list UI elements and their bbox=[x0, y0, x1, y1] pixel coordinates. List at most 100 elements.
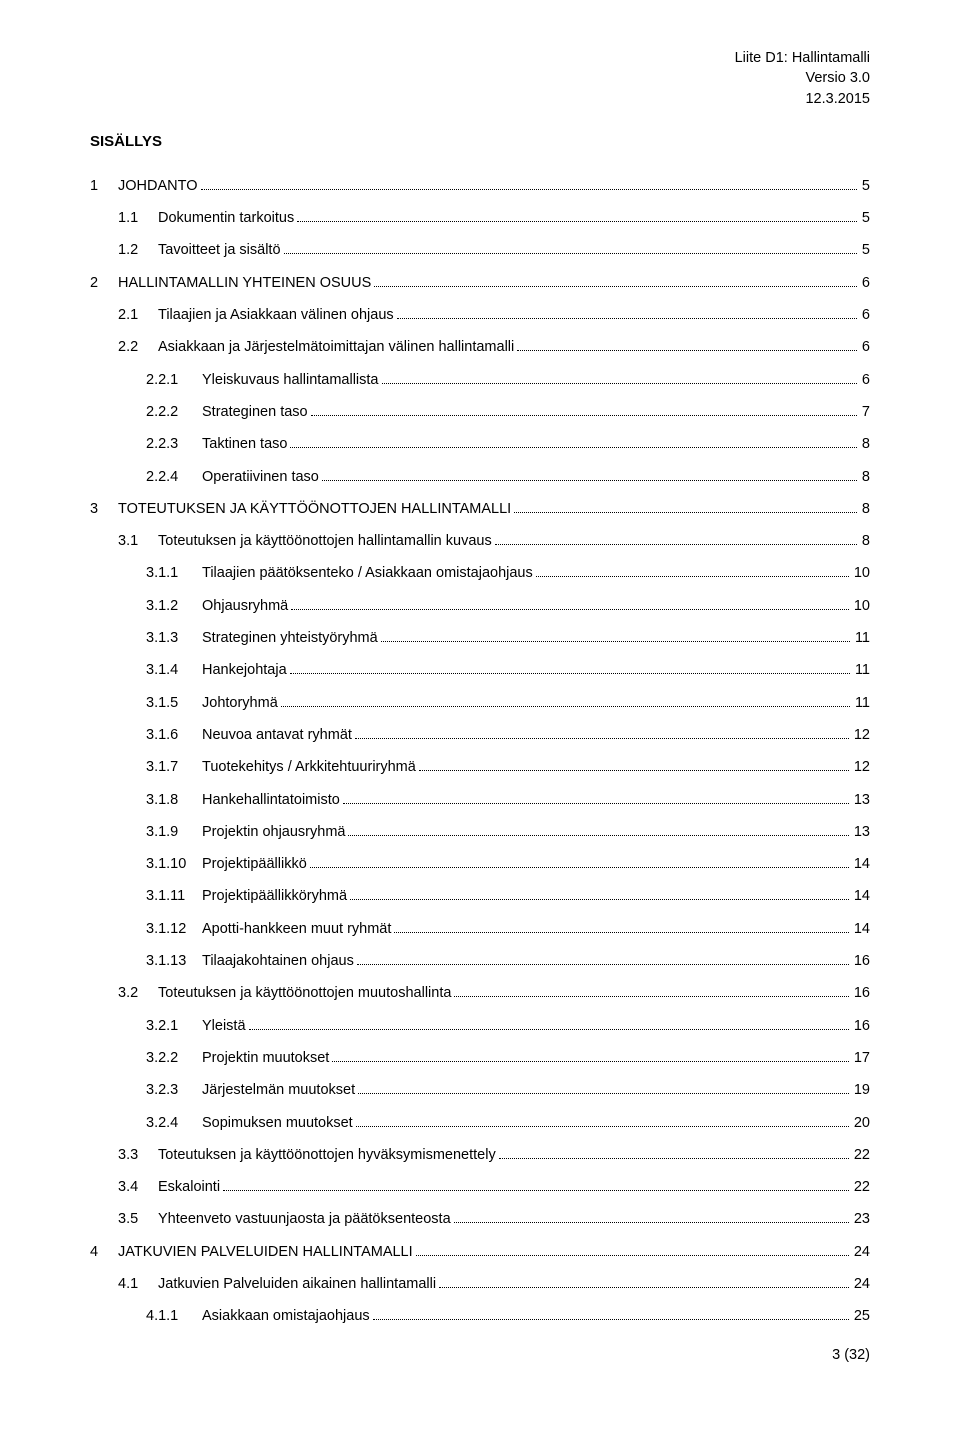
toc-entry-text: Asiakkaan ja Järjestelmätoimittajan väli… bbox=[158, 337, 514, 357]
toc-leader-dots bbox=[517, 350, 857, 351]
toc-entry[interactable]: 1.1Dokumentin tarkoitus5 bbox=[90, 208, 870, 228]
toc-entry-page: 10 bbox=[852, 596, 870, 616]
toc-entry-text: Taktinen taso bbox=[202, 434, 287, 454]
toc-entry[interactable]: 3.1.11Projektipäällikköryhmä14 bbox=[90, 886, 870, 906]
toc-entry[interactable]: 2HALLINTAMALLIN YHTEINEN OSUUS6 bbox=[90, 273, 870, 293]
toc-entry[interactable]: 2.2.4Operatiivinen taso8 bbox=[90, 467, 870, 487]
toc-entry[interactable]: 3.2.2Projektin muutokset17 bbox=[90, 1048, 870, 1068]
toc-entry-number: 3.1.5 bbox=[146, 693, 202, 713]
toc-entry[interactable]: 3TOTEUTUKSEN JA KÄYTTÖÖNOTTOJEN HALLINTA… bbox=[90, 499, 870, 519]
toc-leader-dots bbox=[382, 383, 857, 384]
toc-entry-page: 24 bbox=[852, 1274, 870, 1294]
toc-entry-text: Sopimuksen muutokset bbox=[202, 1113, 353, 1133]
toc-leader-dots bbox=[343, 803, 849, 804]
toc-title: SISÄLLYS bbox=[90, 131, 870, 152]
toc-entry-number: 3.1.7 bbox=[146, 757, 202, 777]
toc-entry-page: 25 bbox=[852, 1306, 870, 1326]
toc-entry[interactable]: 3.1.10Projektipäällikkö14 bbox=[90, 854, 870, 874]
toc-entry-page: 5 bbox=[860, 176, 870, 196]
toc-entry-page: 12 bbox=[852, 725, 870, 745]
toc-entry[interactable]: 3.1.4Hankejohtaja11 bbox=[90, 660, 870, 680]
toc-entry[interactable]: 3.2Toteutuksen ja käyttöönottojen muutos… bbox=[90, 983, 870, 1003]
toc-entry-number: 4 bbox=[90, 1242, 118, 1262]
toc-entry-page: 13 bbox=[852, 822, 870, 842]
toc-entry[interactable]: 3.3Toteutuksen ja käyttöönottojen hyväks… bbox=[90, 1145, 870, 1165]
toc-leader-dots bbox=[284, 253, 857, 254]
toc-entry[interactable]: 2.2.2Strateginen taso7 bbox=[90, 402, 870, 422]
toc-entry[interactable]: 3.1.6Neuvoa antavat ryhmät12 bbox=[90, 725, 870, 745]
toc-leader-dots bbox=[454, 1222, 849, 1223]
toc-leader-dots bbox=[356, 1126, 849, 1127]
toc-entry[interactable]: 2.2.3Taktinen taso8 bbox=[90, 434, 870, 454]
toc-entry[interactable]: 4.1.1Asiakkaan omistajaohjaus25 bbox=[90, 1306, 870, 1326]
toc-entry[interactable]: 3.1.12Apotti-hankkeen muut ryhmät14 bbox=[90, 919, 870, 939]
toc-entry-text: Projektin ohjausryhmä bbox=[202, 822, 345, 842]
toc-entry-page: 16 bbox=[852, 983, 870, 1003]
toc-entry-text: Tilaajien ja Asiakkaan välinen ohjaus bbox=[158, 305, 394, 325]
toc-entry-number: 1.2 bbox=[118, 240, 158, 260]
toc-entry-page: 12 bbox=[852, 757, 870, 777]
toc-entry-page: 16 bbox=[852, 951, 870, 971]
toc-entry[interactable]: 1JOHDANTO5 bbox=[90, 176, 870, 196]
toc-entry-number: 4.1.1 bbox=[146, 1306, 202, 1326]
toc-leader-dots bbox=[397, 318, 857, 319]
toc-entry[interactable]: 2.2Asiakkaan ja Järjestelmätoimittajan v… bbox=[90, 337, 870, 357]
toc-entry[interactable]: 2.1Tilaajien ja Asiakkaan välinen ohjaus… bbox=[90, 305, 870, 325]
toc-entry[interactable]: 4.1Jatkuvien Palveluiden aikainen hallin… bbox=[90, 1274, 870, 1294]
toc-entry-text: Tilaajakohtainen ohjaus bbox=[202, 951, 354, 971]
toc-leader-dots bbox=[322, 480, 857, 481]
toc-leader-dots bbox=[419, 770, 849, 771]
toc-entry-number: 3.1.1 bbox=[146, 563, 202, 583]
toc-entry-text: Projektin muutokset bbox=[202, 1048, 329, 1068]
toc-entry-page: 8 bbox=[860, 531, 870, 551]
toc-leader-dots bbox=[290, 673, 850, 674]
toc-leader-dots bbox=[358, 1093, 849, 1094]
toc-entry-number: 2.2 bbox=[118, 337, 158, 357]
toc-entry[interactable]: 2.2.1Yleiskuvaus hallintamallista6 bbox=[90, 370, 870, 390]
toc-entry[interactable]: 3.1.8Hankehallintatoimisto13 bbox=[90, 790, 870, 810]
toc-entry-page: 14 bbox=[852, 919, 870, 939]
toc-leader-dots bbox=[201, 189, 857, 190]
toc-entry-text: HALLINTAMALLIN YHTEINEN OSUUS bbox=[118, 273, 371, 293]
toc-entry[interactable]: 3.1.2Ohjausryhmä10 bbox=[90, 596, 870, 616]
toc-entry-number: 2 bbox=[90, 273, 118, 293]
toc-entry-text: Jatkuvien Palveluiden aikainen hallintam… bbox=[158, 1274, 436, 1294]
toc-entry-text: Toteutuksen ja käyttöönottojen muutoshal… bbox=[158, 983, 451, 1003]
toc-entry[interactable]: 3.4Eskalointi22 bbox=[90, 1177, 870, 1197]
toc-entry-number: 3.2 bbox=[118, 983, 158, 1003]
toc-entry[interactable]: 3.1Toteutuksen ja käyttöönottojen hallin… bbox=[90, 531, 870, 551]
toc-leader-dots bbox=[332, 1061, 849, 1062]
toc-entry-text: Eskalointi bbox=[158, 1177, 220, 1197]
toc-entry[interactable]: 3.5Yhteenveto vastuunjaosta ja päätöksen… bbox=[90, 1209, 870, 1229]
toc-entry-number: 2.2.4 bbox=[146, 467, 202, 487]
toc-entry[interactable]: 3.1.9Projektin ohjausryhmä13 bbox=[90, 822, 870, 842]
toc-entry-number: 3.2.1 bbox=[146, 1016, 202, 1036]
toc-entry[interactable]: 3.1.3Strateginen yhteistyöryhmä11 bbox=[90, 628, 870, 648]
toc-entry[interactable]: 3.1.5Johtoryhmä11 bbox=[90, 693, 870, 713]
header-doc-title: Liite D1: Hallintamalli bbox=[90, 48, 870, 68]
toc-entry-text: Apotti-hankkeen muut ryhmät bbox=[202, 919, 391, 939]
toc-entry[interactable]: 3.2.3Järjestelmän muutokset19 bbox=[90, 1080, 870, 1100]
toc-entry-page: 7 bbox=[860, 402, 870, 422]
toc-entry-text: Hankejohtaja bbox=[202, 660, 287, 680]
toc-leader-dots bbox=[394, 932, 848, 933]
toc-entry[interactable]: 3.2.4Sopimuksen muutokset20 bbox=[90, 1113, 870, 1133]
toc-entry[interactable]: 4JATKUVIEN PALVELUIDEN HALLINTAMALLI24 bbox=[90, 1242, 870, 1262]
toc-entry-number: 4.1 bbox=[118, 1274, 158, 1294]
toc-entry-number: 3.1.2 bbox=[146, 596, 202, 616]
toc-entry[interactable]: 3.1.1Tilaajien päätöksenteko / Asiakkaan… bbox=[90, 563, 870, 583]
toc-entry-number: 2.1 bbox=[118, 305, 158, 325]
toc-entry-number: 3.5 bbox=[118, 1209, 158, 1229]
header-version: Versio 3.0 bbox=[90, 68, 870, 88]
toc-entry-page: 5 bbox=[860, 208, 870, 228]
toc-leader-dots bbox=[416, 1255, 849, 1256]
toc-entry-page: 20 bbox=[852, 1113, 870, 1133]
toc-entry[interactable]: 3.2.1Yleistä16 bbox=[90, 1016, 870, 1036]
toc-entry[interactable]: 3.1.13Tilaajakohtainen ohjaus16 bbox=[90, 951, 870, 971]
toc-leader-dots bbox=[350, 899, 849, 900]
toc-leader-dots bbox=[439, 1287, 849, 1288]
toc-entry-text: Toteutuksen ja käyttöönottojen hyväksymi… bbox=[158, 1145, 496, 1165]
toc-leader-dots bbox=[223, 1190, 849, 1191]
toc-entry[interactable]: 3.1.7Tuotekehitys / Arkkitehtuuriryhmä12 bbox=[90, 757, 870, 777]
toc-entry[interactable]: 1.2Tavoitteet ja sisältö5 bbox=[90, 240, 870, 260]
